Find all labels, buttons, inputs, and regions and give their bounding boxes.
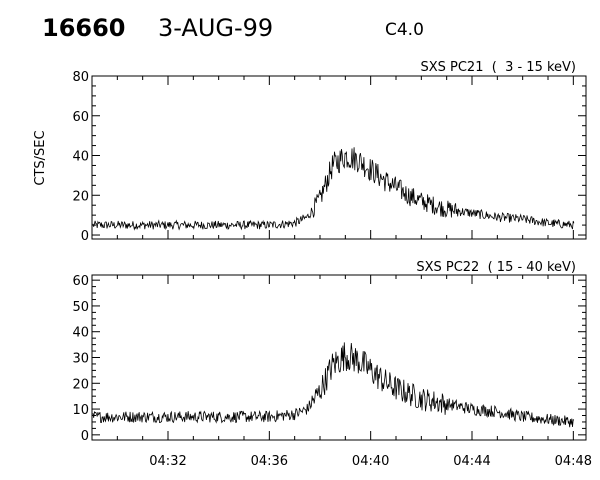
y-tick-label: 20: [72, 189, 89, 204]
y-tick-label: 20: [72, 377, 89, 392]
panel-pc21: SXS PC21 ( 3 - 15 keV) CTS/SEC 0 20 40 60 80: [33, 60, 587, 244]
axis-ticks: 0 10 20 30 40 50 60 04:32 04:36 04:40 04:44 04:48: [72, 274, 592, 469]
series-line: [92, 147, 575, 231]
y-tick-label: 40: [72, 326, 89, 341]
event-number: 16660: [42, 14, 126, 42]
y-tick-label: 50: [72, 300, 89, 315]
y-tick-label: 60: [72, 274, 89, 289]
y-tick-label: 10: [72, 403, 89, 418]
x-tick-label: 04:40: [352, 454, 389, 469]
y-tick-label: 40: [72, 150, 89, 165]
chart-title: SXS PC21 ( 3 - 15 keV): [420, 60, 576, 75]
x-tick-label: 04:44: [453, 454, 490, 469]
series-group: [92, 147, 575, 231]
chart-title: SXS PC22 ( 15 - 40 keV): [416, 260, 576, 275]
y-tick-label: 30: [72, 352, 89, 367]
x-tick-label: 04:36: [251, 454, 288, 469]
series-group: [92, 342, 575, 428]
series-line: [92, 342, 575, 428]
y-tick-label: 80: [72, 70, 89, 85]
panel-pc22: SXS PC22 ( 15 - 40 keV) 0 10 20 30 40 50 60 04:…: [72, 260, 592, 469]
y-tick-label: 60: [72, 110, 89, 125]
x-tick-label: 04:48: [555, 454, 592, 469]
event-date: 3-AUG-99: [158, 14, 274, 42]
y-tick-label: 0: [81, 429, 89, 444]
axis-ticks: 0 20 40 60 80: [72, 70, 586, 244]
y-axis-label: CTS/SEC: [33, 130, 48, 185]
plot-frame: [91, 75, 587, 240]
y-tick-label: 0: [81, 229, 89, 244]
x-tick-label: 04:32: [149, 454, 186, 469]
goes-class-label: C4.0: [385, 20, 424, 40]
